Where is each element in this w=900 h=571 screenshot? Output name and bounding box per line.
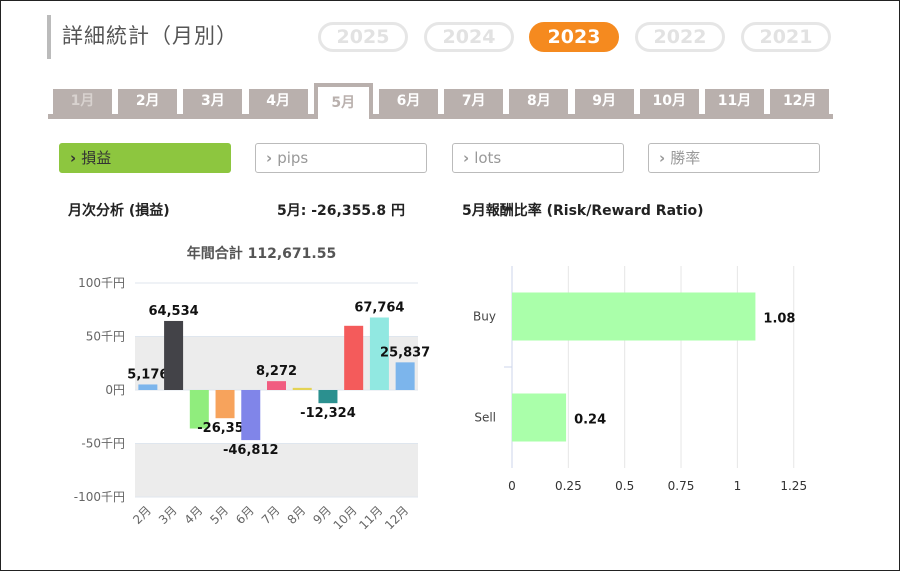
data-label: 8,272 bbox=[256, 364, 297, 379]
bar-9月 bbox=[318, 390, 338, 404]
y-tick-label: 0円 bbox=[105, 383, 125, 397]
x-tick-label: 0.25 bbox=[555, 479, 582, 493]
y-tick-label: Sell bbox=[474, 411, 496, 425]
data-label: 67,764 bbox=[354, 300, 404, 315]
bar-buy bbox=[512, 292, 756, 341]
bar-3月 bbox=[164, 320, 184, 390]
year-pill-2025[interactable]: 2025 bbox=[318, 22, 408, 52]
bar-2月 bbox=[138, 384, 158, 390]
tab-month-4[interactable]: 4月 bbox=[248, 89, 308, 114]
data-label: 0.24 bbox=[574, 413, 606, 428]
monthly-analysis-label: 月次分析 (損益) bbox=[68, 203, 170, 219]
metric-lots-button[interactable]: › lots bbox=[452, 143, 624, 173]
chevron-right-icon: › bbox=[659, 149, 666, 167]
x-tick-label: 3月 bbox=[156, 503, 180, 527]
x-tick-label: 4月 bbox=[182, 503, 206, 527]
page-title: 詳細統計（月別） bbox=[62, 24, 238, 48]
tab-month-6[interactable]: 6月 bbox=[379, 89, 438, 114]
title-accent-bar bbox=[47, 15, 51, 59]
chart-band bbox=[135, 443, 418, 497]
tab-month-9[interactable]: 9月 bbox=[574, 89, 634, 114]
chart-title: 年間合計 112,671.55 bbox=[187, 245, 336, 262]
tab-month-1[interactable]: 1月 bbox=[53, 89, 112, 114]
bar-4月 bbox=[189, 390, 209, 429]
tab-month-7[interactable]: 7月 bbox=[444, 89, 504, 114]
tab-month-2[interactable]: 2月 bbox=[118, 89, 178, 114]
metric-profit-button[interactable]: › 損益 bbox=[59, 143, 231, 173]
metric-pips-button[interactable]: › pips bbox=[255, 143, 427, 173]
chevron-right-icon: › bbox=[70, 149, 77, 167]
tab-month-10[interactable]: 10月 bbox=[639, 89, 699, 114]
bar-11月 bbox=[369, 317, 389, 390]
x-tick-label: 12月 bbox=[382, 503, 411, 532]
x-tick-label: 0 bbox=[508, 479, 516, 493]
chevron-right-icon: › bbox=[266, 149, 273, 167]
year-pill-2024[interactable]: 2024 bbox=[424, 22, 514, 52]
x-tick-label: 5月 bbox=[207, 503, 231, 527]
tab-month-5[interactable]: 5月 bbox=[313, 83, 373, 119]
x-tick-label: 8月 bbox=[285, 503, 309, 527]
x-tick-label: 1.25 bbox=[780, 479, 807, 493]
data-label: 5,176 bbox=[127, 367, 168, 382]
bar-8月 bbox=[292, 387, 312, 390]
year-pill-2022[interactable]: 2022 bbox=[635, 22, 725, 52]
bar-sell bbox=[512, 393, 567, 442]
bar-12月 bbox=[395, 362, 415, 390]
bar-7月 bbox=[267, 381, 286, 390]
x-tick-label: 1 bbox=[734, 479, 742, 493]
data-label: 1.08 bbox=[763, 312, 795, 327]
tab-month-3[interactable]: 3月 bbox=[183, 89, 243, 114]
data-label: -46,812 bbox=[223, 443, 279, 458]
x-tick-label: 0.75 bbox=[668, 479, 695, 493]
data-label: -26,356 bbox=[197, 421, 253, 436]
y-tick-label: Buy bbox=[473, 310, 496, 324]
month-tabs-baseline bbox=[48, 114, 833, 119]
bar-5月 bbox=[215, 390, 235, 419]
tab-month-11[interactable]: 11月 bbox=[705, 89, 764, 114]
tab-month-12[interactable]: 12月 bbox=[770, 89, 830, 114]
metric-winrate-button[interactable]: › 勝率 bbox=[648, 143, 820, 173]
risk-reward-chart: 0 0.25 0.5 0.75 1 1.25 Buy 1.08 Sell 0.24 bbox=[473, 266, 807, 493]
data-label: 25,837 bbox=[380, 345, 430, 360]
year-pill-2021[interactable]: 2021 bbox=[741, 22, 831, 52]
x-tick-label: 2月 bbox=[130, 503, 154, 527]
x-tick-label: 0.5 bbox=[615, 479, 634, 493]
x-tick-label: 7月 bbox=[259, 503, 283, 527]
data-label: 64,534 bbox=[149, 304, 199, 319]
x-tick-label: 10月 bbox=[331, 503, 360, 532]
y-tick-label: -100千円 bbox=[74, 490, 125, 504]
chevron-right-icon: › bbox=[463, 149, 470, 167]
bar-6月 bbox=[241, 390, 261, 441]
x-tick-label: 11月 bbox=[356, 503, 385, 532]
ratio-title: 5月報酬比率 (Risk/Reward Ratio) bbox=[462, 203, 704, 219]
data-label: -12,324 bbox=[300, 406, 356, 421]
y-tick-label: -50千円 bbox=[81, 437, 125, 451]
month-result-value: 5月: -26,355.8 円 bbox=[277, 203, 405, 219]
bar-10月 bbox=[344, 325, 364, 390]
year-pill-2023[interactable]: 2023 bbox=[529, 22, 619, 52]
y-tick-label: 100千円 bbox=[78, 276, 125, 290]
tab-month-8[interactable]: 8月 bbox=[509, 89, 569, 114]
x-tick-label: 6月 bbox=[233, 503, 257, 527]
y-tick-label: 50千円 bbox=[86, 330, 125, 344]
monthly-profit-chart: 年間合計 112,671.55 100千円 50千円 0円 -50千円 -100千円 5,1… bbox=[74, 245, 430, 532]
